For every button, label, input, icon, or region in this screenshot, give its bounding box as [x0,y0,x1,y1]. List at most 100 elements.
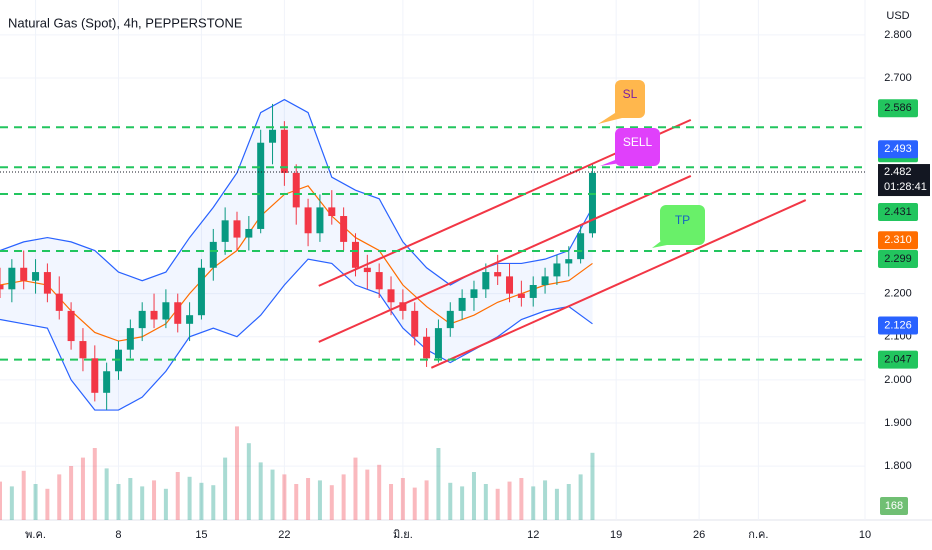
price-label-box [878,203,918,222]
volume-bar [566,484,571,520]
volume-bar [389,484,394,520]
x-tick-label: 10 [859,529,871,541]
candle-body [411,310,419,337]
candle-body [375,272,383,290]
last-price-box [878,164,930,197]
candle-body [91,358,99,393]
candle-body [32,272,40,281]
y-tick-label: 1.800 [884,460,912,472]
price-label-box [878,140,918,159]
volume-label: 168 [885,500,903,512]
volume-bar [21,470,26,520]
price-label: 2.047 [884,354,912,366]
volume-bar [460,486,465,520]
callout [615,80,645,118]
x-tick-label: มิ.ย. [393,529,413,541]
volume-bar [341,474,346,520]
y-tick-label: 2.700 [884,72,912,84]
candle-body [162,302,170,320]
y-tick-label: 1.900 [884,417,912,429]
candle-body [565,259,573,264]
price-label-box [878,350,918,369]
candle-body [351,241,359,268]
candle-body [588,172,596,234]
candle-body [269,129,277,143]
candle-body [126,328,134,350]
volume-label-box [880,497,908,515]
volume-bar [353,457,358,520]
volume-bar [436,448,441,520]
y-tick-label: 2.800 [884,29,912,41]
volume-bar [0,481,2,520]
callout-text: SELL [623,135,653,149]
x-tick-label: พ.ค. [25,529,46,541]
candle-body [0,285,4,290]
price-label: 2.493 [884,143,912,155]
candle-body [470,289,478,298]
volume-bar [424,480,429,520]
volume-bar [104,468,109,520]
volume-bar [365,469,370,520]
candle-body [363,267,371,273]
candle-body [197,267,205,316]
candle-body [186,315,194,324]
volume-bar [412,487,417,520]
candle-body [304,207,312,234]
price-label: 2.586 [884,102,912,114]
x-tick-label: 8 [115,529,121,541]
x-tick-label: 26 [693,529,705,541]
volume-bar [140,486,145,520]
volume-bar [57,474,62,520]
candle-body [482,272,490,290]
volume-bar [128,478,133,520]
x-tick-label: ก.ค. [748,529,768,541]
volume-bar [175,472,180,520]
callout [615,128,660,166]
candle-body [150,310,158,320]
volume-bar [554,488,559,520]
last-price: 2.482 [884,166,912,178]
candle-body [67,310,75,342]
volume-bar [92,448,97,520]
volume-bar [507,481,512,520]
volume-bar [246,443,251,520]
x-tick-label: 12 [527,529,539,541]
candle-body [79,341,87,359]
candle-body [541,276,549,286]
volume-bar [590,452,595,520]
candle-body [174,302,182,324]
candle-body [233,220,241,238]
currency: USD [886,10,909,22]
volume-bar [33,484,38,520]
candle-body [103,371,111,393]
volume-bar [317,480,322,520]
volume-bar [270,469,275,520]
candle-body [340,216,348,242]
volume-bar [211,485,216,520]
volume-bar [234,426,239,520]
volume-bar [543,480,548,520]
chart-title: Natural Gas (Spot), 4h, PEPPERSTONE [8,15,243,30]
y-tick-label: 2.000 [884,374,912,386]
volume-bar [282,474,287,520]
price-label-box [878,249,918,268]
volume-bar [199,482,204,520]
candle-body [494,272,502,277]
candle-body [55,293,63,311]
x-tick-label: 19 [610,529,622,541]
volume-bar [152,480,157,520]
candle-body [458,297,466,311]
plot [0,0,866,520]
volume-bar [531,486,536,520]
price-label: 2.310 [884,234,912,246]
volume-bar [578,474,583,520]
candle-body [529,285,537,298]
channel-line [430,199,807,369]
candle-body [434,328,442,359]
volume-bar [495,488,500,520]
candle-body [20,267,28,281]
volume-bar [377,464,382,520]
x-tick-label: 22 [278,529,290,541]
